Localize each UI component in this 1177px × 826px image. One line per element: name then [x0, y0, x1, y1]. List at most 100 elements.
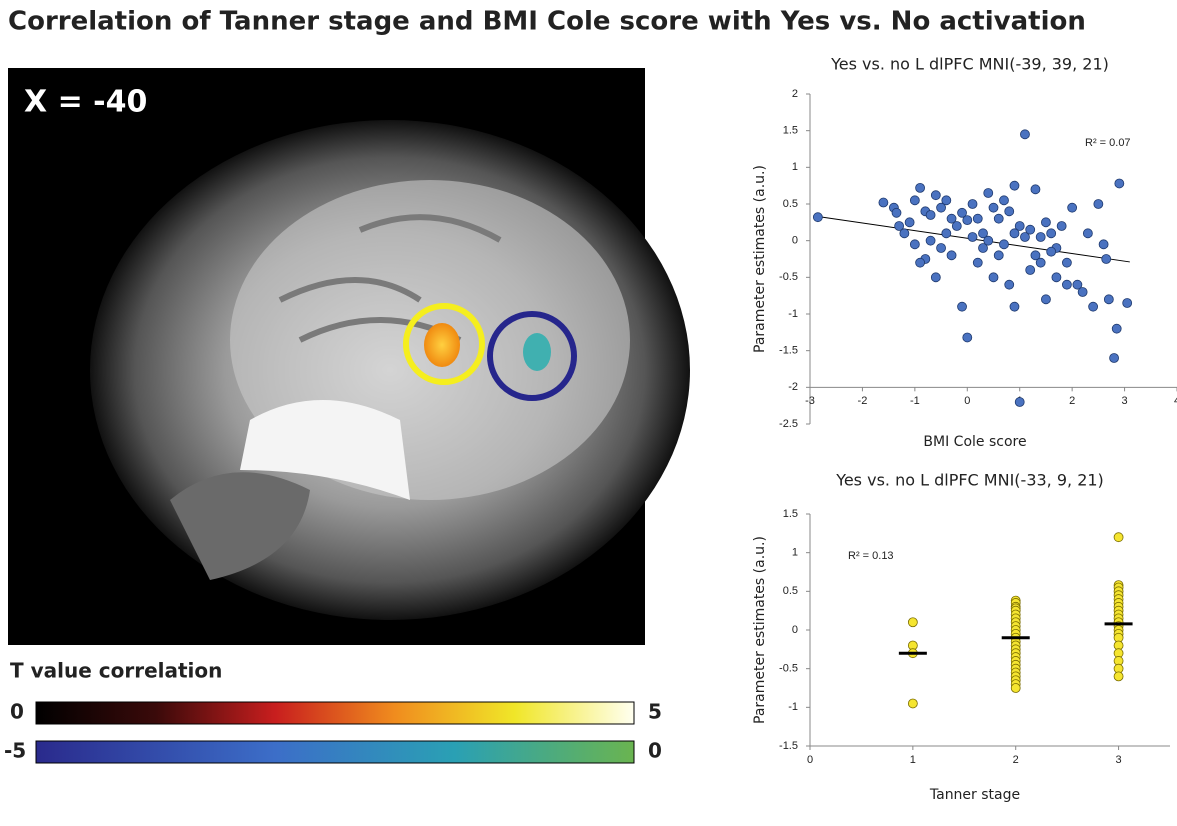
point	[999, 195, 1009, 206]
y-tick-label: -1	[788, 308, 798, 320]
point	[1025, 224, 1036, 235]
point	[1020, 129, 1030, 140]
y-tick-label: -0.5	[779, 663, 798, 675]
point	[1098, 239, 1109, 250]
point	[899, 228, 910, 239]
point	[1004, 206, 1015, 217]
point	[1004, 279, 1015, 290]
slice-label: X = -40	[24, 85, 147, 120]
point	[1030, 250, 1041, 261]
point	[925, 210, 936, 220]
point	[1093, 199, 1104, 209]
colorbar-label: 5	[648, 700, 662, 724]
annotation: R² = 0.07	[1085, 137, 1131, 149]
x-tick-label: 0	[807, 754, 813, 766]
x-tick-label: -3	[805, 395, 815, 407]
x-tick-label: 3	[1116, 754, 1122, 766]
chart-title: Yes vs. no L dlPFC MNI(-39, 39, 21)	[830, 55, 1109, 74]
point	[1041, 217, 1051, 228]
point	[1030, 184, 1041, 195]
point	[1041, 294, 1051, 305]
point	[1114, 178, 1125, 189]
point	[983, 235, 994, 246]
y-tick-label: 0	[792, 624, 798, 636]
point	[951, 221, 962, 231]
colorbar-positive	[35, 701, 635, 725]
point	[936, 243, 946, 253]
chart-title: Yes vs. no L dlPFC MNI(-33, 9, 21)	[835, 471, 1104, 490]
point	[993, 213, 1004, 224]
y-tick-label: 1	[792, 547, 798, 559]
point	[1077, 287, 1088, 297]
point	[907, 617, 918, 628]
point	[988, 202, 999, 213]
y-tick-label: -1.5	[779, 345, 798, 357]
colorbar-label: 0	[10, 700, 24, 724]
y-tick-label: 0.5	[783, 198, 798, 210]
point	[1062, 279, 1072, 290]
point	[957, 301, 967, 312]
point	[904, 217, 915, 228]
point	[957, 207, 967, 218]
point	[1101, 254, 1112, 264]
point	[1009, 301, 1020, 312]
point	[941, 195, 952, 206]
point	[909, 195, 920, 206]
point	[967, 199, 978, 209]
point	[1025, 265, 1036, 275]
y-tick-label: -2	[788, 381, 798, 393]
x-tick-label: -2	[858, 395, 868, 407]
point	[1122, 298, 1133, 308]
x-tick-label: 0	[964, 395, 970, 407]
point	[988, 272, 999, 283]
point	[1067, 202, 1078, 213]
point	[1035, 257, 1046, 268]
colorbar-label: -5	[4, 739, 26, 763]
point	[1035, 232, 1046, 242]
point	[999, 239, 1009, 250]
point	[891, 207, 902, 218]
y-axis-label: Parameter estimates (a.u.)	[752, 536, 768, 724]
point	[915, 257, 925, 268]
point	[1113, 532, 1124, 543]
point	[1088, 301, 1099, 312]
x-axis-label: BMI Cole score	[923, 434, 1026, 450]
x-tick-label: 4	[1174, 395, 1177, 407]
point	[941, 228, 952, 239]
point	[1014, 221, 1025, 231]
annotation: R² = 0.13	[848, 550, 894, 562]
point	[962, 332, 973, 343]
point	[1014, 397, 1025, 407]
point	[1020, 232, 1030, 242]
brain-image: X = -40	[8, 68, 690, 645]
point	[1046, 246, 1057, 257]
y-tick-label: -1.5	[779, 740, 798, 752]
y-tick-label: 0.5	[783, 585, 798, 597]
y-tick-label: 0	[792, 235, 798, 247]
point	[978, 243, 988, 253]
x-axis-label: Tanner stage	[929, 787, 1020, 803]
point	[993, 250, 1004, 261]
y-tick-label: 1	[792, 161, 798, 173]
point	[1082, 228, 1093, 239]
point	[812, 212, 823, 223]
colorbar-label: 0	[648, 739, 662, 763]
y-tick-label: 1.5	[783, 125, 798, 137]
point	[1010, 683, 1021, 693]
y-tick-label: 1.5	[783, 508, 798, 520]
figure-title: Correlation of Tanner stage and BMI Cole…	[8, 7, 1086, 37]
point	[1009, 180, 1020, 191]
point	[967, 232, 978, 242]
x-tick-label: 1	[910, 754, 916, 766]
point	[946, 250, 957, 261]
colorbar-negative	[35, 740, 635, 764]
point	[894, 221, 905, 231]
point	[925, 235, 936, 246]
point	[936, 202, 946, 213]
point	[1109, 353, 1119, 363]
point	[1056, 221, 1067, 231]
point	[909, 239, 920, 250]
point	[972, 257, 983, 268]
point	[1062, 257, 1072, 268]
y-tick-label: -2.5	[779, 418, 798, 430]
